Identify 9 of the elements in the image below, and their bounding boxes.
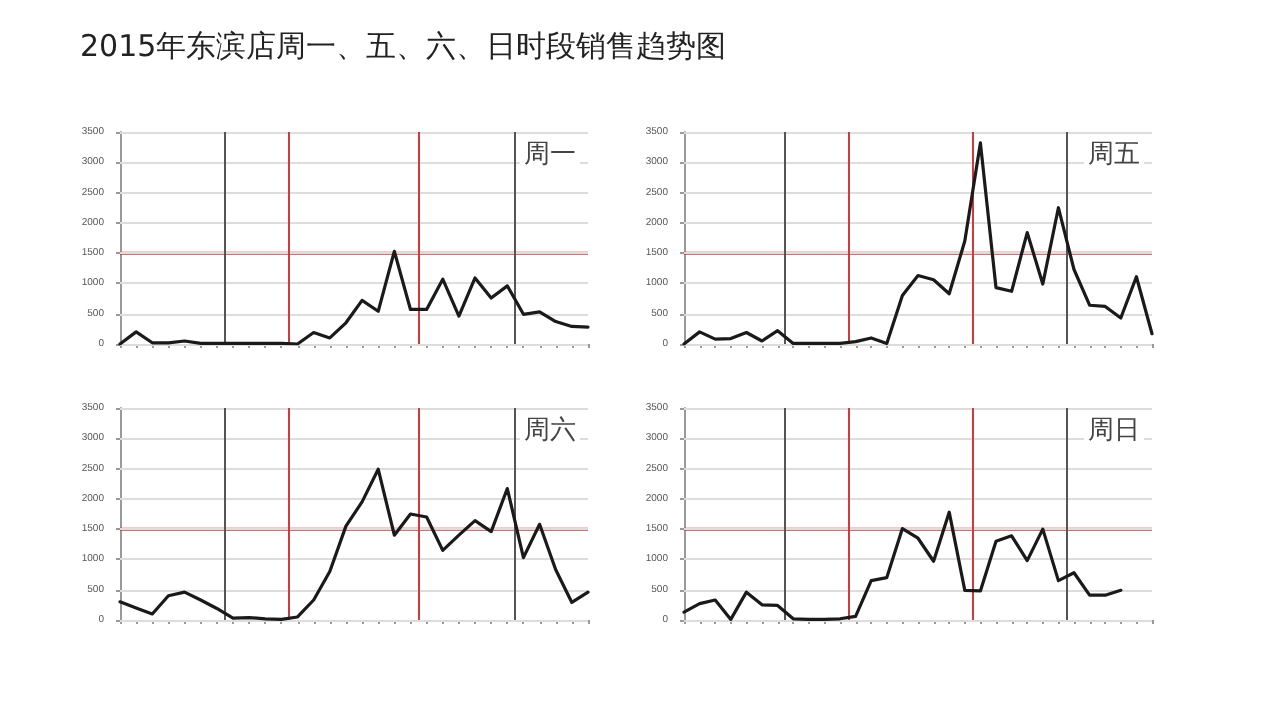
chart-title: 周日 [1088,416,1140,446]
chart-title: 周五 [1088,140,1140,170]
text: 2015年东滨店周一、五、六、日时段销售趋势图 [80,28,727,66]
line-series [682,141,1154,346]
line-series [118,467,590,621]
chart-title: 周六 [524,416,576,446]
chart-title: 周一 [524,140,576,170]
line-series [682,510,1123,621]
line-series [118,249,590,346]
